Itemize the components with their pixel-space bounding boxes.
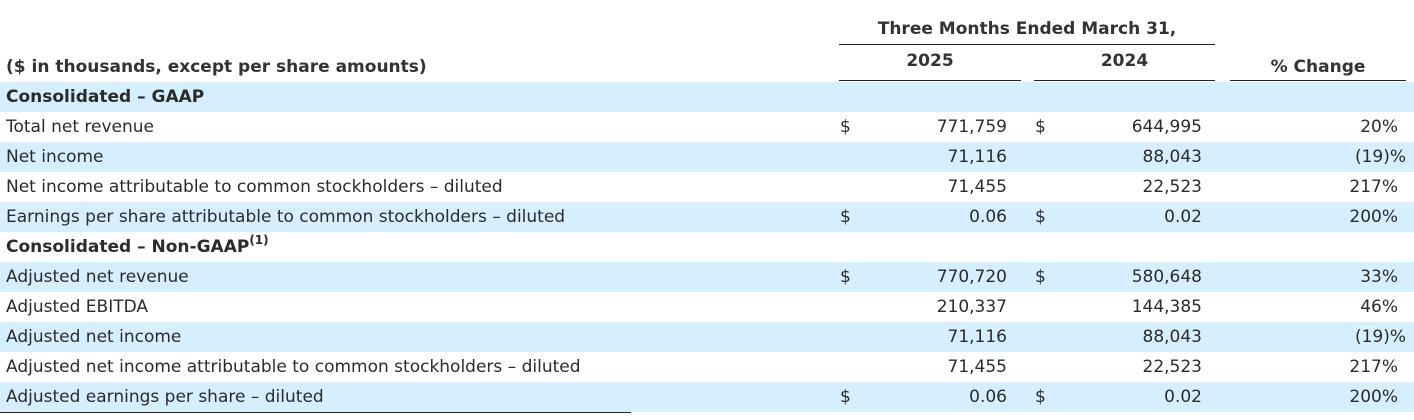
section-non-gaap-label: Consolidated – Non-GAAP(1) xyxy=(6,232,269,262)
table-row: Net income attributable to common stockh… xyxy=(0,172,1414,202)
row-label: Adjusted net income xyxy=(6,327,182,347)
row-label: Earnings per share attributable to commo… xyxy=(6,207,566,227)
value-2025: 71,455 xyxy=(947,177,1007,197)
year-2024-header: 2024 xyxy=(1100,51,1149,71)
period-rule xyxy=(839,44,1215,45)
value-2024: 144,385 xyxy=(1131,297,1202,317)
pct-change: 200% xyxy=(1349,387,1398,407)
row-label: Total net revenue xyxy=(6,117,155,137)
value-2025: 0.06 xyxy=(969,387,1007,407)
table-row: Earnings per share attributable to commo… xyxy=(0,202,1414,232)
table-row: Adjusted EBITDA 210,337 144,385 46% xyxy=(0,292,1414,322)
value-2024: 22,523 xyxy=(1142,357,1202,377)
section-gaap: Consolidated – GAAP xyxy=(0,82,1414,112)
row-label: Adjusted net income attributable to comm… xyxy=(6,357,581,377)
pct-change: 46% xyxy=(1360,297,1398,317)
table-row: Net income 71,116 88,043 (19)% xyxy=(0,142,1414,172)
value-2024: 644,995 xyxy=(1131,117,1202,137)
row-label: Net income attributable to common stockh… xyxy=(6,177,503,197)
value-2024: 88,043 xyxy=(1142,327,1202,347)
pct-change: (19)% xyxy=(1354,327,1406,347)
value-2024: 88,043 xyxy=(1142,147,1202,167)
row-label: Adjusted earnings per share – diluted xyxy=(6,387,324,407)
dollar-sign-2024: $ xyxy=(1035,207,1046,227)
pct-change: 200% xyxy=(1349,207,1398,227)
table-row: Adjusted net income 71,116 88,043 (19)% xyxy=(0,322,1414,352)
table-row: Adjusted net income attributable to comm… xyxy=(0,352,1414,382)
year-2024-rule xyxy=(1034,80,1215,81)
dollar-sign-2025: $ xyxy=(840,207,851,227)
year-2025-header: 2025 xyxy=(906,51,954,71)
pct-change: 217% xyxy=(1349,357,1398,377)
row-label: Adjusted EBITDA xyxy=(6,297,149,317)
pct-change: (19)% xyxy=(1354,147,1406,167)
dollar-sign-2025: $ xyxy=(840,387,851,407)
value-2024: 22,523 xyxy=(1142,177,1202,197)
bottom-rule xyxy=(0,412,631,413)
value-2025: 210,337 xyxy=(936,297,1007,317)
section-gaap-label: Consolidated – GAAP xyxy=(6,87,205,107)
pct-change: 33% xyxy=(1360,267,1398,287)
units-note: ($ in thousands, except per share amount… xyxy=(6,57,427,77)
value-2024: 580,648 xyxy=(1131,267,1202,287)
dollar-sign-2024: $ xyxy=(1035,117,1046,137)
value-2025: 770,720 xyxy=(936,267,1007,287)
pct-change-header: % Change xyxy=(1270,57,1366,77)
year-2025-rule xyxy=(839,80,1021,81)
value-2024: 0.02 xyxy=(1164,387,1202,407)
value-2025: 0.06 xyxy=(969,207,1007,227)
section-non-gaap-text: Consolidated – Non-GAAP xyxy=(6,237,250,257)
value-2025: 71,455 xyxy=(947,357,1007,377)
section-non-gaap: Consolidated – Non-GAAP(1) xyxy=(0,232,1414,262)
table-row: Adjusted earnings per share – diluted $ … xyxy=(0,382,1414,412)
value-2024: 0.02 xyxy=(1164,207,1202,227)
pct-change: 217% xyxy=(1349,177,1398,197)
dollar-sign-2025: $ xyxy=(840,117,851,137)
table-row: Adjusted net revenue $ 770,720 $ 580,648… xyxy=(0,262,1414,292)
table-row: Total net revenue $ 771,759 $ 644,995 20… xyxy=(0,112,1414,142)
value-2025: 71,116 xyxy=(947,327,1007,347)
dollar-sign-2024: $ xyxy=(1035,267,1046,287)
dollar-sign-2025: $ xyxy=(840,267,851,287)
row-label: Net income xyxy=(6,147,104,167)
footnote-marker: (1) xyxy=(249,233,269,247)
row-label: Adjusted net revenue xyxy=(6,267,189,287)
pct-change: 20% xyxy=(1360,117,1398,137)
pct-change-rule xyxy=(1230,80,1406,81)
value-2025: 771,759 xyxy=(936,117,1007,137)
value-2025: 71,116 xyxy=(947,147,1007,167)
period-title: Three Months Ended March 31, xyxy=(877,19,1177,39)
dollar-sign-2024: $ xyxy=(1035,387,1046,407)
